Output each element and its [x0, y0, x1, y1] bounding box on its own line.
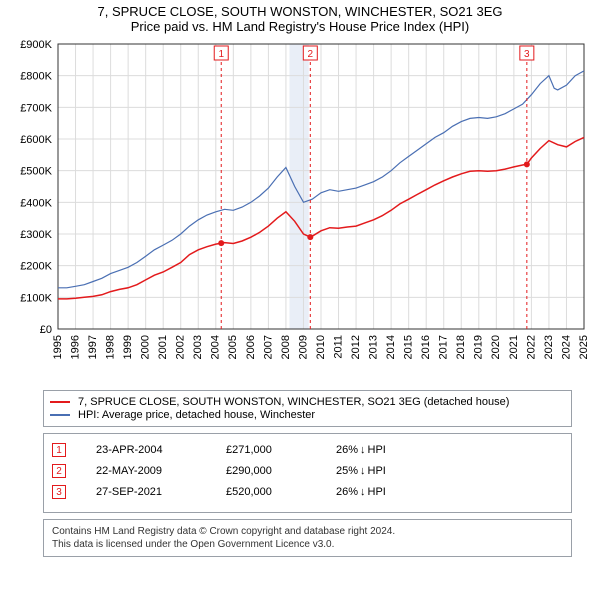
marker-price: £271,000	[226, 444, 306, 456]
svg-text:2013: 2013	[368, 335, 380, 359]
marker-diff: 26% ↓ HPI	[336, 444, 386, 456]
marker-date: 27-SEP-2021	[96, 486, 196, 498]
svg-text:2002: 2002	[175, 335, 187, 359]
legend-label: HPI: Average price, detached house, Winc…	[78, 409, 315, 421]
svg-text:2009: 2009	[297, 335, 309, 359]
legend-row: 7, SPRUCE CLOSE, SOUTH WONSTON, WINCHEST…	[50, 396, 565, 408]
svg-text:£200K: £200K	[20, 261, 52, 273]
legend-swatch	[50, 414, 70, 416]
svg-text:2021: 2021	[508, 335, 520, 359]
legend-swatch	[50, 401, 70, 403]
svg-text:2024: 2024	[560, 335, 572, 359]
down-arrow-icon: ↓	[360, 444, 366, 456]
svg-text:2004: 2004	[210, 335, 222, 359]
svg-text:£800K: £800K	[20, 71, 52, 83]
svg-text:2005: 2005	[227, 335, 239, 359]
svg-text:2022: 2022	[525, 335, 537, 359]
marker-date: 22-MAY-2009	[96, 465, 196, 477]
svg-text:1996: 1996	[69, 335, 81, 359]
svg-text:3: 3	[524, 49, 530, 60]
marker-diff-label: HPI	[368, 465, 386, 477]
marker-price: £520,000	[226, 486, 306, 498]
svg-text:£500K: £500K	[20, 166, 52, 178]
svg-text:2025: 2025	[578, 335, 590, 359]
title-line-2: Price paid vs. HM Land Registry's House …	[8, 19, 592, 34]
svg-text:£0: £0	[40, 324, 52, 336]
svg-text:2014: 2014	[385, 335, 397, 359]
marker-diff-label: HPI	[368, 444, 386, 456]
svg-text:£900K: £900K	[20, 39, 52, 51]
svg-text:2017: 2017	[438, 335, 450, 359]
marker-badge: 2	[52, 464, 66, 478]
marker-badge: 3	[52, 485, 66, 499]
svg-text:1997: 1997	[87, 335, 99, 359]
svg-text:£300K: £300K	[20, 229, 52, 241]
svg-text:2008: 2008	[280, 335, 292, 359]
marker-row: 1 23-APR-2004 £271,000 26% ↓ HPI	[52, 443, 563, 457]
legend-row: HPI: Average price, detached house, Winc…	[50, 409, 565, 421]
footnote: Contains HM Land Registry data © Crown c…	[43, 519, 572, 557]
marker-date: 23-APR-2004	[96, 444, 196, 456]
svg-text:2006: 2006	[245, 335, 257, 359]
marker-row: 3 27-SEP-2021 £520,000 26% ↓ HPI	[52, 485, 563, 499]
svg-text:2019: 2019	[473, 335, 485, 359]
svg-text:2016: 2016	[420, 335, 432, 359]
svg-text:£700K: £700K	[20, 102, 52, 114]
svg-text:2003: 2003	[192, 335, 204, 359]
svg-text:2000: 2000	[140, 335, 152, 359]
marker-price: £290,000	[226, 465, 306, 477]
svg-text:2023: 2023	[543, 335, 555, 359]
marker-diff-pct: 26%	[336, 486, 358, 498]
down-arrow-icon: ↓	[360, 486, 366, 498]
marker-diff: 25% ↓ HPI	[336, 465, 386, 477]
svg-text:2015: 2015	[403, 335, 415, 359]
svg-text:2001: 2001	[157, 335, 169, 359]
marker-badge: 1	[52, 443, 66, 457]
legend: 7, SPRUCE CLOSE, SOUTH WONSTON, WINCHEST…	[43, 390, 572, 427]
svg-text:1995: 1995	[52, 335, 64, 359]
chart-container: 7, SPRUCE CLOSE, SOUTH WONSTON, WINCHEST…	[0, 0, 600, 590]
title-line-1: 7, SPRUCE CLOSE, SOUTH WONSTON, WINCHEST…	[8, 4, 592, 19]
chart-area: £0 £100K £200K £300K £400K £500K £600K £700K £80…	[8, 34, 592, 384]
svg-text:2011: 2011	[332, 335, 344, 359]
marker-table: 1 23-APR-2004 £271,000 26% ↓ HPI 2 22-MAY-200…	[43, 433, 572, 513]
marker-row: 2 22-MAY-2009 £290,000 25% ↓ HPI	[52, 464, 563, 478]
svg-text:1: 1	[218, 49, 224, 60]
svg-text:£400K: £400K	[20, 197, 52, 209]
marker-diff-pct: 25%	[336, 465, 358, 477]
svg-text:2010: 2010	[315, 335, 327, 359]
legend-label: 7, SPRUCE CLOSE, SOUTH WONSTON, WINCHEST…	[78, 396, 509, 408]
svg-text:1999: 1999	[122, 335, 134, 359]
title-block: 7, SPRUCE CLOSE, SOUTH WONSTON, WINCHEST…	[8, 4, 592, 34]
svg-text:2018: 2018	[455, 335, 467, 359]
down-arrow-icon: ↓	[360, 465, 366, 477]
footnote-line-1: Contains HM Land Registry data © Crown c…	[52, 525, 563, 538]
svg-text:2012: 2012	[350, 335, 362, 359]
svg-text:2020: 2020	[490, 335, 502, 359]
footnote-line-2: This data is licensed under the Open Gov…	[52, 538, 563, 551]
marker-diff: 26% ↓ HPI	[336, 486, 386, 498]
svg-text:£100K: £100K	[20, 292, 52, 304]
svg-text:1998: 1998	[105, 335, 117, 359]
marker-diff-label: HPI	[368, 486, 386, 498]
svg-text:£600K: £600K	[20, 134, 52, 146]
line-chart-svg: £0 £100K £200K £300K £400K £500K £600K £700K £80…	[8, 34, 592, 384]
marker-diff-pct: 26%	[336, 444, 358, 456]
svg-text:2007: 2007	[262, 335, 274, 359]
svg-text:2: 2	[308, 49, 314, 60]
